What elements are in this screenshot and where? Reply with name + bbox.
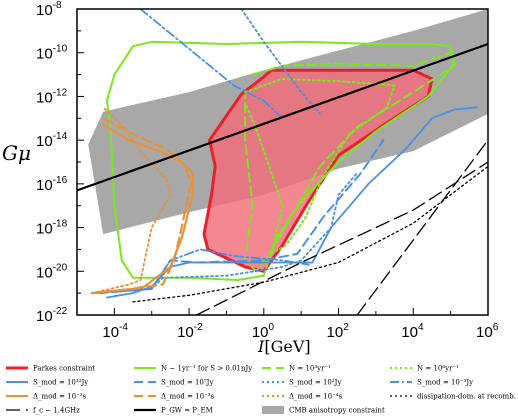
series-line-s14 <box>195 161 488 315</box>
x-tick-label: 100 <box>252 322 275 341</box>
series-line-s9 <box>240 9 321 115</box>
series-line-s2 <box>244 51 456 273</box>
y-tick-label: 10-16 <box>36 175 68 194</box>
legend-label: Ṅ = 10⁶yr⁻¹ <box>417 364 459 373</box>
legend-label: CMB anisotropy constraint <box>289 407 385 415</box>
legend-label: Δ_mod = 10⁻³s <box>161 393 215 401</box>
x-axis-label: I[GeV] <box>257 337 311 356</box>
y-tick-label: 10-10 <box>36 44 68 63</box>
legend-label: P_GW = P_EM <box>161 407 213 415</box>
series-line-s7 <box>98 248 310 295</box>
legend-label: S_mod = 10¹²Jy <box>33 379 88 387</box>
legend-label: f_c ∼ 1.4GHz <box>33 407 80 415</box>
x-tick-label: 102 <box>327 322 350 341</box>
y-tick-label: 10-18 <box>36 219 68 238</box>
legend-label: S_mod = 10⁷Jy <box>161 379 213 387</box>
legend-label: Δ_mod = 10⁻²s <box>33 393 87 401</box>
series-line-s8 <box>139 9 284 120</box>
series-line-s13 <box>132 165 488 303</box>
y-tick-label: 10-22 <box>36 306 68 325</box>
series-line-s11 <box>90 117 193 295</box>
x-tick-label: 10-2 <box>177 322 203 341</box>
legend-swatch <box>262 406 284 414</box>
series-line-s12 <box>91 106 172 295</box>
series-line-s1 <box>105 40 456 281</box>
series-line-s15 <box>356 139 488 315</box>
x-tick-label: 104 <box>401 322 424 341</box>
x-tick-label: 106 <box>476 322 499 341</box>
legend-label: S_mod = 10²Jy <box>289 379 341 387</box>
axis-ticks: 10-4 10-2 100 102 104 106 10-8 10-10 10-12 10-14 1… <box>36 0 499 341</box>
y-tick-label: 10-14 <box>36 131 68 150</box>
y-tick-label: 10-12 <box>36 87 68 106</box>
legend-label: Ṅ = 10³yr⁻¹ <box>289 364 331 373</box>
y-tick-label: 10-8 <box>36 0 62 19</box>
legend-label: S_mod = 10⁻³Jy <box>417 379 473 387</box>
series-line-s16 <box>77 42 488 192</box>
parkes-constraint-region <box>202 68 434 273</box>
legend-label: Parkes constraint <box>33 365 95 373</box>
y-tick-label: 10-20 <box>36 262 68 281</box>
x-tick-label: 10-4 <box>102 322 128 341</box>
chart-series <box>77 9 488 315</box>
y-axis-label: Gμ <box>2 141 31 165</box>
legend-label: Δ_mod = 10⁻⁴s <box>289 393 343 401</box>
legend-label: dissipation-dom. at recomb. <box>417 393 516 401</box>
legend-label: Ṅ ∼ 1yr⁻¹ for S > 0.01nJy <box>161 364 252 373</box>
series-line-s3 <box>244 77 396 255</box>
chart-legend: Parkes constraint Ṅ ∼ 1yr⁻¹ for S > 0.01n… <box>6 364 516 415</box>
